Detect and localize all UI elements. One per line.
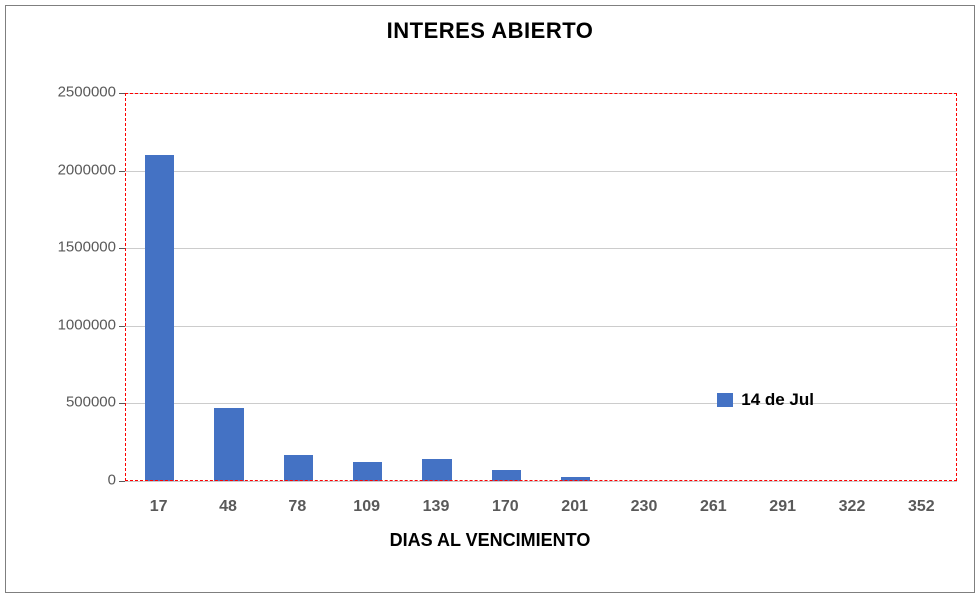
bar <box>214 408 243 481</box>
y-tick-label: 2000000 <box>58 161 116 178</box>
y-tick-label: 1000000 <box>58 316 116 333</box>
gridline <box>125 326 957 327</box>
x-tick-label: 261 <box>700 498 727 516</box>
bar <box>145 155 174 481</box>
x-axis-title: DIAS AL VENCIMIENTO <box>6 530 974 551</box>
legend-label: 14 de Jul <box>741 390 814 410</box>
y-tick-label: 0 <box>108 472 116 489</box>
bar <box>422 459 451 481</box>
gridline <box>125 93 957 94</box>
y-tick-label: 500000 <box>66 394 116 411</box>
bar <box>284 455 313 481</box>
gridline <box>125 481 957 482</box>
x-tick-label: 291 <box>769 498 796 516</box>
chart-title: INTERES ABIERTO <box>6 18 974 44</box>
legend: 14 de Jul <box>717 390 814 410</box>
y-tick-mark <box>119 93 125 94</box>
plot-area-inner <box>125 93 957 481</box>
y-tick-label: 2500000 <box>58 84 116 101</box>
y-tick-label: 1500000 <box>58 239 116 256</box>
y-tick-mark <box>119 171 125 172</box>
y-axis: 05000001000000150000020000002500000 <box>6 92 124 480</box>
gridline <box>125 171 957 172</box>
plot-area <box>124 92 958 482</box>
x-tick-label: 48 <box>219 498 237 516</box>
bar <box>353 462 382 481</box>
x-tick-label: 352 <box>908 498 935 516</box>
x-tick-label: 109 <box>353 498 380 516</box>
y-tick-mark <box>119 326 125 327</box>
x-tick-label: 230 <box>631 498 658 516</box>
y-tick-mark <box>119 403 125 404</box>
chart-frame: INTERES ABIERTO 0 500000 1000000 1500000 200… <box>5 5 975 593</box>
legend-swatch-icon <box>717 393 733 407</box>
x-tick-label: 170 <box>492 498 519 516</box>
y-tick-mark <box>119 248 125 249</box>
gridline <box>125 403 957 404</box>
bar <box>561 477 590 481</box>
gridline <box>125 248 957 249</box>
x-tick-label: 78 <box>288 498 306 516</box>
x-tick-label: 17 <box>150 498 168 516</box>
bar <box>492 470 521 481</box>
x-tick-label: 139 <box>423 498 450 516</box>
x-tick-label: 322 <box>839 498 866 516</box>
x-tick-label: 201 <box>561 498 588 516</box>
y-tick-mark <box>119 481 125 482</box>
